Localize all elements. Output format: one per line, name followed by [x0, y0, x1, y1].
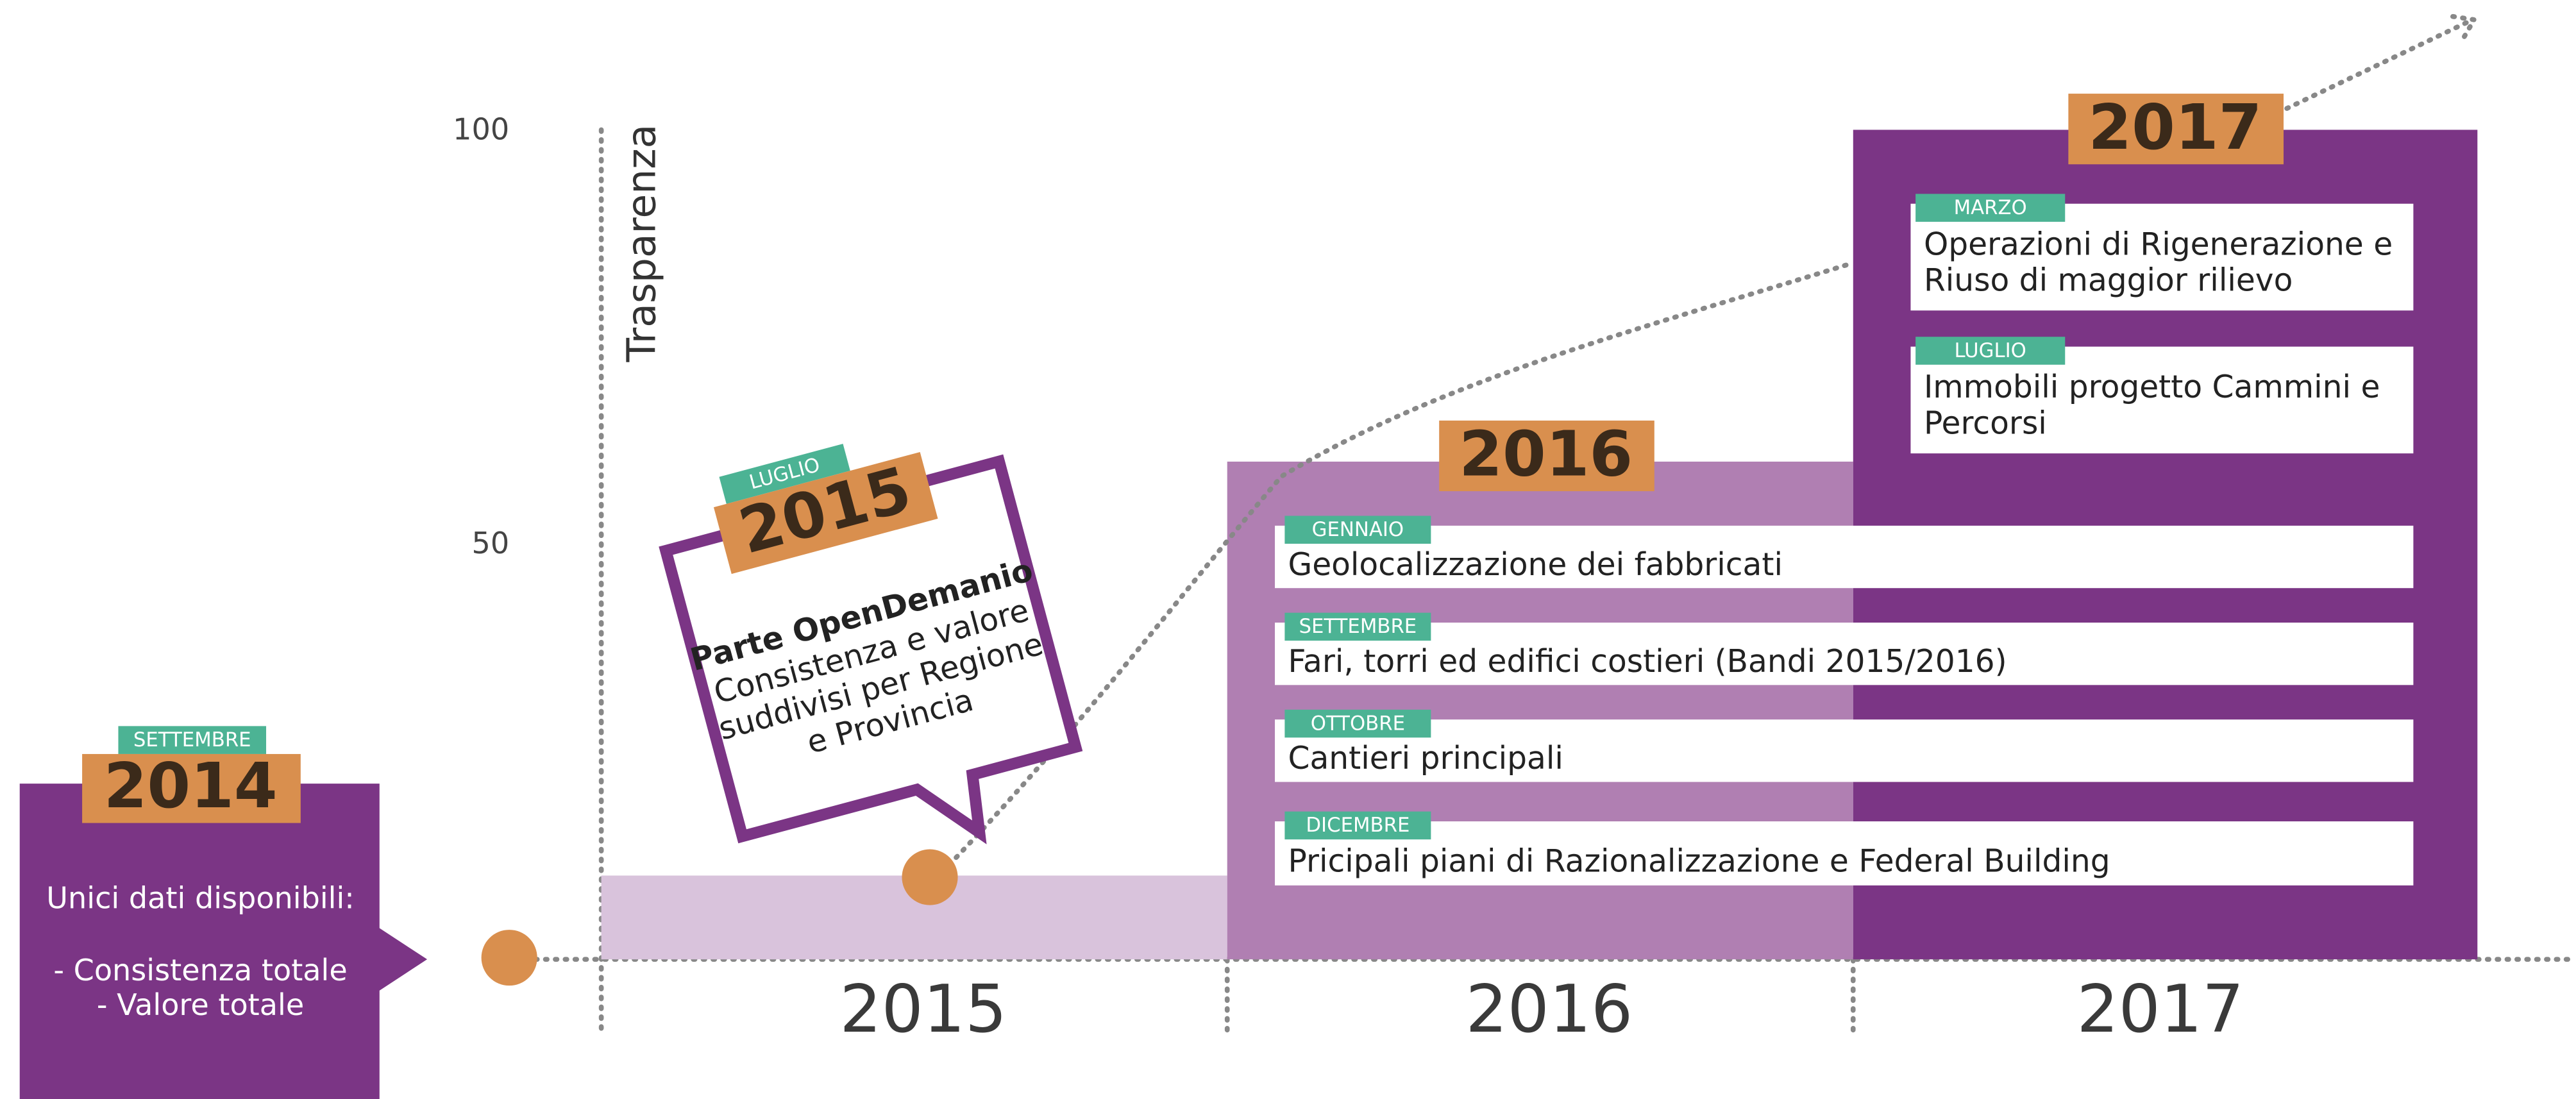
item-text: Percorsi	[1924, 406, 2047, 442]
item-text: Cantieri principali	[1288, 741, 1563, 776]
event-2015: LUGLIO 2015 Parte OpenDemanio Consistenz…	[659, 444, 1083, 844]
month: SETTEMBRE	[1299, 615, 1417, 638]
tag	[1284, 612, 1431, 641]
marker	[481, 930, 537, 986]
box	[19, 784, 428, 1099]
month: GENNAIO	[1312, 518, 1404, 541]
tag	[1284, 516, 1431, 544]
item-box	[1275, 525, 2414, 589]
tag	[1915, 337, 2066, 365]
year-box	[82, 753, 301, 823]
event-2014: SETTEMBRE 2014 Unici dati disponibili: -…	[19, 726, 537, 1099]
year: 2016	[1459, 418, 1633, 491]
items: GENNAIO Geolocalizzazione dei fabbricati S…	[1275, 194, 2414, 885]
month: MARZO	[1954, 196, 2027, 219]
axis-label: Trasparenza	[619, 124, 664, 363]
trend	[954, 260, 1856, 860]
trend-arrow	[2284, 13, 2479, 111]
year-label: 2016	[1465, 971, 1633, 1048]
tag	[719, 444, 850, 504]
month: DICEMBRE	[1306, 814, 1410, 837]
item-box	[1275, 623, 2414, 685]
year: 2014	[104, 750, 278, 822]
item-text: Immobili progetto Cammini e	[1924, 369, 2380, 405]
year: 2017	[2088, 91, 2262, 164]
text: Unici dati disponibili:	[46, 880, 355, 915]
item-text: Operazioni di Rigenerazione e	[1924, 226, 2393, 262]
year-box	[1439, 420, 1654, 492]
month: SETTEMBRE	[133, 728, 251, 751]
tag	[1284, 811, 1431, 840]
tick-label: 100	[453, 112, 509, 147]
tag	[118, 726, 267, 754]
tick-label: 50	[471, 526, 509, 560]
month: OTTOBRE	[1311, 712, 1405, 735]
tag	[1284, 709, 1431, 738]
item-text: Geolocalizzazione dei fabbricati	[1288, 547, 1783, 583]
item-box	[1275, 719, 2414, 782]
item-box	[1275, 821, 2414, 885]
text: - Consistenza totale	[53, 953, 347, 987]
year-box	[2068, 94, 2284, 165]
year-box	[713, 451, 938, 575]
item-text: Fari, torri ed edifici costieri (Bandi 2…	[1288, 644, 2007, 680]
marker	[902, 849, 958, 905]
year-label: 2017	[2076, 971, 2244, 1048]
year-label: 2015	[839, 971, 1007, 1048]
item-text: Riuso di maggior rilievo	[1924, 263, 2293, 299]
tag	[1915, 194, 2066, 222]
month: LUGLIO	[1955, 339, 2026, 362]
item-text: Pricipali piani di Razionalizzazione e F…	[1288, 843, 2110, 879]
text: - Valore totale	[97, 987, 304, 1022]
